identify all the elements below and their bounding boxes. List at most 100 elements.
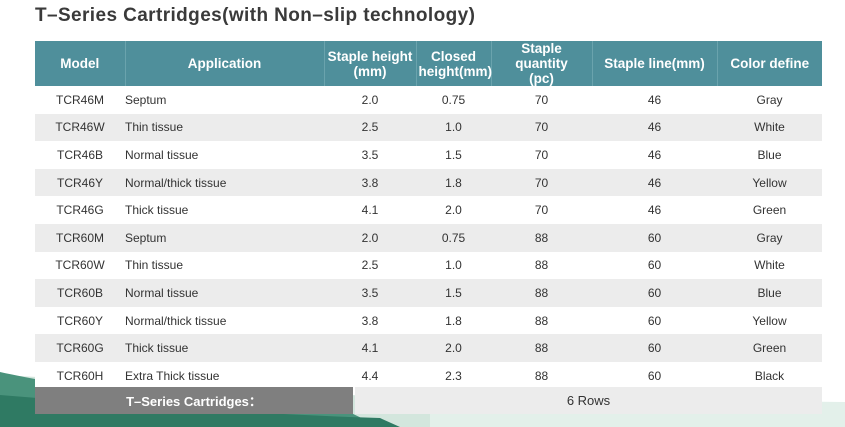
cell-staple-height: 2.5	[324, 251, 416, 280]
header-model: Model	[35, 41, 125, 86]
cell-staple-height: 4.1	[324, 196, 416, 224]
cell-staple-line: 46	[592, 196, 717, 224]
cell-application: Normal tissue	[125, 279, 324, 307]
cell-staple-height: 4.4	[324, 361, 416, 390]
cell-color-define: Gray	[717, 223, 822, 252]
header-color-define: Color define	[716, 41, 822, 86]
summary-label: T–Series Cartridges：	[35, 387, 353, 414]
cell-closed-height: 1.5	[416, 279, 491, 307]
cell-model: TCR46G	[35, 196, 125, 224]
cell-staple-quantity: 70	[491, 113, 592, 142]
page-title: T–Series Cartridges(with Non–slip techno…	[35, 5, 476, 26]
cell-staple-height: 2.5	[324, 113, 416, 142]
cell-staple-quantity: 88	[491, 279, 592, 307]
cell-staple-line: 46	[592, 86, 717, 114]
cell-model: TCR46B	[35, 141, 125, 169]
header-application: Application	[124, 41, 324, 86]
cell-staple-line: 60	[592, 279, 717, 307]
table-row: TCR46G Thick tissue 4.1 2.0 70 46 Green	[35, 196, 822, 224]
cell-color-define: Yellow	[717, 168, 822, 197]
cell-color-define: Blue	[717, 141, 822, 169]
cell-model: TCR60G	[35, 334, 125, 362]
table-row: TCR60W Thin tissue 2.5 1.0 88 60 White	[35, 251, 822, 280]
cell-closed-height: 2.0	[416, 196, 491, 224]
cell-application: Septum	[125, 86, 324, 114]
cell-application: Extra Thick tissue	[125, 361, 324, 390]
spec-table: Model Application Staple height (mm) Closed h…	[35, 41, 822, 390]
cell-closed-height: 0.75	[416, 86, 491, 114]
cell-color-define: Black	[717, 361, 822, 390]
table-row: TCR60M Septum 2.0 0.75 88 60 Gray	[35, 223, 822, 252]
cell-color-define: White	[717, 251, 822, 280]
table-row: TCR46B Normal tissue 3.5 1.5 70 46 Blue	[35, 141, 822, 169]
cell-staple-quantity: 88	[491, 223, 592, 252]
header-line: Staple line(mm)	[604, 56, 705, 71]
cell-staple-quantity: 70	[491, 196, 592, 224]
cell-staple-quantity: 70	[491, 168, 592, 197]
header-line: Staple quantity	[515, 41, 568, 71]
table-header: Model Application Staple height (mm) Closed h…	[35, 41, 822, 86]
cell-closed-height: 0.75	[416, 223, 491, 252]
cell-color-define: Yellow	[717, 306, 822, 335]
cell-staple-quantity: 70	[491, 86, 592, 114]
table-row: TCR46M Septum 2.0 0.75 70 46 Gray	[35, 86, 822, 114]
header-line: (pc)	[529, 71, 554, 86]
cell-color-define: Blue	[717, 279, 822, 307]
cell-color-define: Green	[717, 334, 822, 362]
cell-staple-quantity: 88	[491, 306, 592, 335]
table-row: TCR60Y Normal/thick tissue 3.8 1.8 88 60 Yello…	[35, 306, 822, 335]
cell-application: Normal/thick tissue	[125, 168, 324, 197]
header-row: Model Application Staple height (mm) Closed h…	[35, 41, 822, 86]
cell-staple-quantity: 88	[491, 251, 592, 280]
cell-application: Thin tissue	[125, 113, 324, 142]
cell-staple-height: 3.8	[324, 306, 416, 335]
cell-closed-height: 1.8	[416, 168, 491, 197]
cell-application: Thin tissue	[125, 251, 324, 280]
cell-staple-height: 4.1	[324, 334, 416, 362]
cell-staple-line: 46	[592, 113, 717, 142]
cell-staple-height: 3.5	[324, 279, 416, 307]
table-row: TCR60H Extra Thick tissue 4.4 2.3 88 60 Black	[35, 361, 822, 390]
cell-staple-line: 60	[592, 306, 717, 335]
cell-staple-quantity: 70	[491, 141, 592, 169]
cell-staple-line: 60	[592, 223, 717, 252]
cell-staple-quantity: 88	[491, 334, 592, 362]
header-line: height(mm)	[418, 63, 493, 79]
table-row: TCR46Y Normal/thick tissue 3.8 1.8 70 46 Yello…	[35, 168, 822, 197]
cell-closed-height: 1.0	[416, 113, 491, 142]
header-line: (mm)	[353, 63, 387, 79]
cell-staple-line: 60	[592, 251, 717, 280]
cell-color-define: Gray	[717, 86, 822, 114]
cell-application: Thick tissue	[125, 196, 324, 224]
header-closed-height: Closed height(mm)	[415, 41, 493, 86]
cell-staple-line: 60	[592, 334, 717, 362]
header-line: Color define	[730, 56, 810, 71]
header-line: Application	[187, 56, 262, 71]
header-line: Staple height	[327, 48, 413, 64]
table-row: TCR60B Normal tissue 3.5 1.5 88 60 Blue	[35, 279, 822, 307]
cell-staple-quantity: 88	[491, 361, 592, 390]
cell-model: TCR60B	[35, 279, 125, 307]
header-line: Model	[60, 56, 100, 71]
cell-closed-height: 2.3	[416, 361, 491, 390]
cell-model: TCR60M	[35, 223, 125, 252]
header-staple-quantity: Staple quantity (pc)	[490, 41, 592, 86]
cell-model: TCR46Y	[35, 168, 125, 197]
cell-closed-height: 1.8	[416, 306, 491, 335]
cell-application: Thick tissue	[125, 334, 324, 362]
header-staple-height: Staple height (mm)	[323, 41, 416, 86]
summary-bar: T–Series Cartridges： 6 Rows	[35, 387, 822, 414]
cell-staple-line: 60	[592, 361, 717, 390]
cell-staple-height: 3.5	[324, 141, 416, 169]
header-staple-line: Staple line(mm)	[591, 41, 717, 86]
cell-staple-height: 2.0	[324, 223, 416, 252]
cell-model: TCR60Y	[35, 306, 125, 335]
cell-model: TCR46M	[35, 86, 125, 114]
table-row: TCR60G Thick tissue 4.1 2.0 88 60 Green	[35, 334, 822, 362]
cell-closed-height: 1.5	[416, 141, 491, 169]
cell-staple-line: 46	[592, 168, 717, 197]
cell-model: TCR46W	[35, 113, 125, 142]
cell-application: Normal tissue	[125, 141, 324, 169]
cell-closed-height: 2.0	[416, 334, 491, 362]
cell-staple-height: 3.8	[324, 168, 416, 197]
